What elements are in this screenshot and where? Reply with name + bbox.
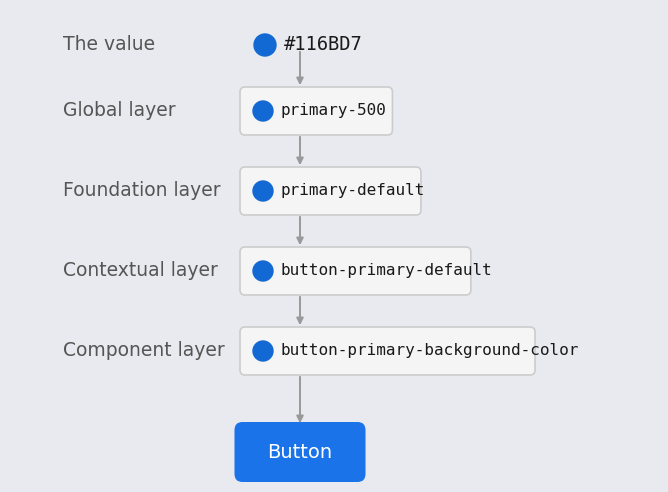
FancyBboxPatch shape <box>234 422 365 482</box>
Text: Button: Button <box>267 442 333 461</box>
Circle shape <box>253 181 273 201</box>
Circle shape <box>254 34 276 56</box>
FancyBboxPatch shape <box>240 327 535 375</box>
Text: primary-500: primary-500 <box>281 103 387 119</box>
Text: Contextual layer: Contextual layer <box>63 262 218 280</box>
Text: button-primary-background-color: button-primary-background-color <box>281 343 579 359</box>
Circle shape <box>253 341 273 361</box>
Text: primary-default: primary-default <box>281 184 426 198</box>
Text: Foundation layer: Foundation layer <box>63 182 220 201</box>
Text: The value: The value <box>63 35 155 55</box>
FancyBboxPatch shape <box>240 167 421 215</box>
Text: #116BD7: #116BD7 <box>284 35 363 55</box>
Text: Global layer: Global layer <box>63 101 176 121</box>
Text: Component layer: Component layer <box>63 341 224 361</box>
Circle shape <box>253 261 273 281</box>
Text: button-primary-default: button-primary-default <box>281 264 493 278</box>
FancyBboxPatch shape <box>240 247 471 295</box>
Circle shape <box>253 101 273 121</box>
FancyBboxPatch shape <box>240 87 392 135</box>
